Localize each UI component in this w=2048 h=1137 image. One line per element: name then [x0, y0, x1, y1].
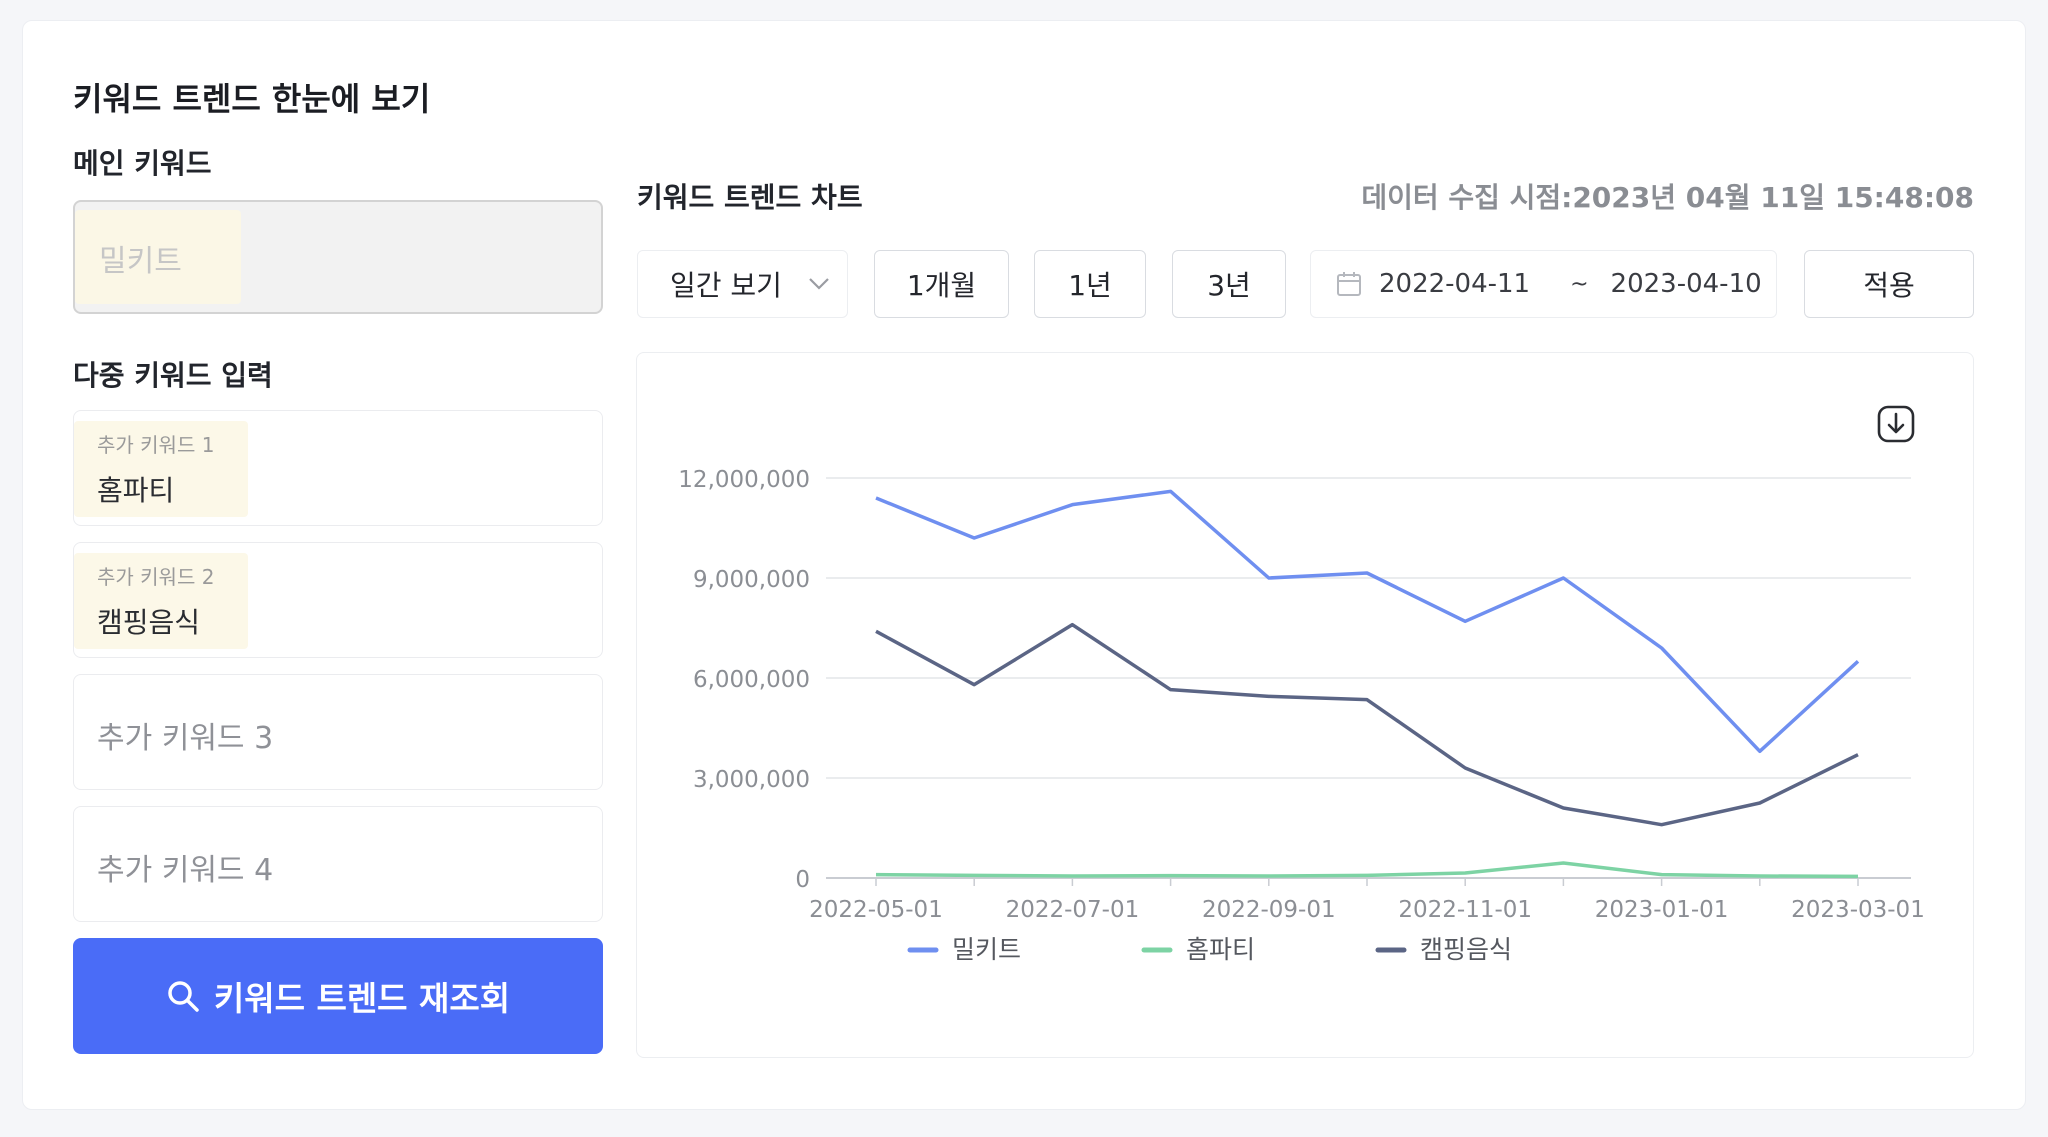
trend-chart-container: [636, 352, 1974, 1058]
y-tick-label: 12,000,000: [678, 467, 810, 493]
chart-section-title: 키워드 트렌드 차트: [637, 181, 863, 214]
legend-label[interactable]: 캠핑음식: [1420, 935, 1512, 964]
apply-button-label: 적용: [1863, 269, 1915, 302]
view-mode-value: 일간 보기: [670, 269, 782, 302]
chevron-down-icon: [809, 278, 829, 290]
extra-keyword-1-field[interactable]: 추가 키워드 1 홈파티: [73, 410, 603, 526]
extra-keyword-1-value: 홈파티: [97, 474, 175, 507]
series-line-2: [875, 861, 1859, 879]
collected-at-text: 데이터 수집 시점:2023년 04월 11일 15:48:08: [1361, 181, 1974, 214]
series-line-1: [875, 489, 1860, 754]
extra-keyword-2-value: 캠핑음식: [97, 606, 201, 639]
x-tick-label: 2023-03-01: [1791, 897, 1925, 923]
main-keyword-value: 밀키트: [99, 244, 182, 279]
y-tick-label: 6,000,000: [693, 667, 810, 693]
x-tick-label: 2022-09-01: [1202, 897, 1336, 923]
trend-line-chart: 0 3,000,000 6,000,000 9,000,000 12,000,000 20…: [678, 467, 1925, 964]
extra-keyword-4-field[interactable]: 추가 키워드 4: [73, 806, 603, 922]
date-to: 2023-04-10: [1610, 269, 1762, 299]
period-1month-button[interactable]: 1개월: [874, 250, 1009, 318]
x-tick-label: 2023-01-01: [1595, 897, 1729, 923]
period-1month-label: 1개월: [906, 269, 977, 302]
y-tick-label: 3,000,000: [693, 767, 810, 793]
calendar-icon: [1337, 272, 1361, 296]
x-tick-label: 2022-05-01: [809, 897, 943, 923]
search-icon: [168, 981, 199, 1012]
period-3year-label: 3년: [1207, 269, 1251, 302]
download-icon[interactable]: [1876, 404, 1916, 444]
refresh-trend-button[interactable]: 키워드 트렌드 재조회: [73, 938, 603, 1054]
extra-keyword-1-label: 추가 키워드 1: [97, 433, 215, 457]
extra-keyword-3-placeholder: 추가 키워드 3: [97, 721, 274, 756]
field-highlight: [74, 553, 248, 649]
view-mode-select[interactable]: 일간 보기: [637, 250, 848, 318]
date-from: 2022-04-11: [1379, 269, 1531, 299]
legend-label[interactable]: 밀키트: [952, 935, 1021, 964]
period-1year-label: 1년: [1068, 269, 1112, 302]
main-keyword-label: 메인 키워드: [73, 147, 212, 180]
date-range-picker[interactable]: 2022-04-11 ~ 2023-04-10: [1310, 250, 1777, 318]
refresh-trend-button-label: 키워드 트렌드 재조회: [213, 979, 511, 1018]
y-tick-label: 0: [795, 867, 810, 893]
multi-keyword-label: 다중 키워드 입력: [73, 359, 273, 392]
main-keyword-input[interactable]: 밀키트: [73, 200, 603, 314]
extra-keyword-4-placeholder: 추가 키워드 4: [97, 853, 274, 888]
page-title: 키워드 트렌드 한눈에 보기: [73, 80, 431, 118]
extra-keyword-2-label: 추가 키워드 2: [97, 565, 215, 589]
date-separator: ~: [1570, 271, 1589, 297]
extra-keyword-2-field[interactable]: 추가 키워드 2 캠핑음식: [73, 542, 603, 658]
series-line-3: [875, 622, 1859, 827]
x-tick-label: 2022-11-01: [1398, 897, 1532, 923]
extra-keyword-3-field[interactable]: 추가 키워드 3: [73, 674, 603, 790]
period-3year-button[interactable]: 3년: [1172, 250, 1286, 318]
period-1year-button[interactable]: 1년: [1034, 250, 1146, 318]
x-tick-label: 2022-07-01: [1006, 897, 1140, 923]
legend-label[interactable]: 홈파티: [1186, 935, 1255, 964]
y-tick-label: 9,000,000: [693, 567, 810, 593]
field-highlight: [74, 421, 248, 517]
input-highlight: [75, 210, 241, 304]
apply-button[interactable]: 적용: [1804, 250, 1974, 318]
